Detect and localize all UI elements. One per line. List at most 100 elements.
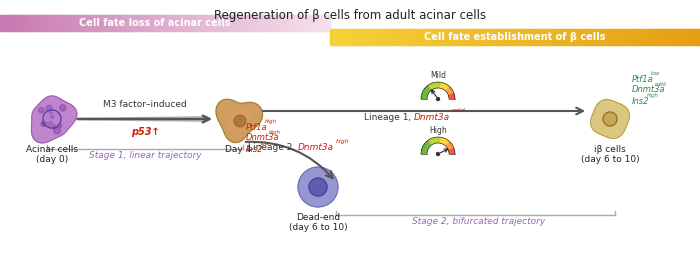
- Bar: [611, 29, 613, 45]
- Polygon shape: [421, 153, 427, 154]
- Bar: [287, 15, 289, 31]
- Polygon shape: [448, 92, 454, 95]
- Bar: [470, 29, 473, 45]
- Bar: [0, 15, 2, 31]
- Bar: [78, 15, 80, 31]
- Polygon shape: [424, 88, 430, 93]
- Text: Dnmt3a: Dnmt3a: [246, 134, 279, 143]
- Bar: [22, 15, 24, 31]
- Bar: [180, 15, 182, 31]
- Polygon shape: [449, 153, 455, 154]
- Text: Acinar cells
(day 0): Acinar cells (day 0): [26, 145, 78, 164]
- Bar: [467, 29, 469, 45]
- Bar: [32, 15, 34, 31]
- Bar: [691, 29, 693, 45]
- Bar: [234, 15, 237, 31]
- Text: Lineage 2,: Lineage 2,: [248, 143, 298, 152]
- Bar: [428, 29, 430, 45]
- Bar: [496, 29, 499, 45]
- Bar: [170, 15, 172, 31]
- Bar: [340, 29, 342, 45]
- Bar: [343, 29, 345, 45]
- Bar: [73, 15, 75, 31]
- Bar: [576, 29, 578, 45]
- Bar: [209, 15, 211, 31]
- Bar: [557, 29, 560, 45]
- Bar: [389, 29, 391, 45]
- Bar: [358, 29, 360, 45]
- Bar: [220, 15, 222, 31]
- Bar: [34, 15, 37, 31]
- Polygon shape: [447, 89, 452, 93]
- Bar: [251, 15, 253, 31]
- Polygon shape: [442, 83, 444, 89]
- Bar: [676, 29, 678, 45]
- Bar: [683, 29, 686, 45]
- Bar: [307, 15, 309, 31]
- Text: p53↑: p53↑: [131, 127, 160, 137]
- Bar: [165, 15, 167, 31]
- Bar: [211, 15, 214, 31]
- Polygon shape: [448, 147, 454, 150]
- Text: low: low: [651, 71, 660, 76]
- Bar: [332, 29, 334, 45]
- Polygon shape: [427, 140, 431, 146]
- Polygon shape: [437, 82, 438, 88]
- Bar: [489, 29, 491, 45]
- Circle shape: [54, 127, 60, 134]
- Bar: [27, 15, 29, 31]
- Polygon shape: [437, 137, 438, 143]
- Bar: [696, 29, 699, 45]
- Bar: [580, 29, 582, 45]
- Bar: [397, 29, 399, 45]
- Bar: [465, 29, 468, 45]
- Bar: [441, 29, 443, 45]
- Bar: [598, 29, 601, 45]
- Bar: [337, 29, 340, 45]
- Bar: [284, 15, 286, 31]
- Bar: [60, 15, 62, 31]
- Text: Lineage 1,: Lineage 1,: [364, 112, 414, 121]
- Bar: [279, 15, 281, 31]
- Bar: [356, 29, 358, 45]
- Polygon shape: [423, 146, 428, 150]
- Bar: [367, 29, 370, 45]
- Bar: [404, 29, 406, 45]
- Bar: [193, 15, 195, 31]
- Polygon shape: [442, 138, 445, 144]
- Bar: [80, 15, 83, 31]
- Bar: [430, 29, 433, 45]
- Bar: [622, 29, 624, 45]
- Bar: [432, 29, 434, 45]
- Bar: [40, 15, 42, 31]
- Bar: [191, 15, 193, 31]
- Bar: [573, 29, 575, 45]
- Bar: [281, 15, 283, 31]
- Bar: [223, 15, 225, 31]
- Bar: [38, 15, 40, 31]
- Bar: [444, 29, 447, 45]
- Bar: [508, 29, 510, 45]
- Bar: [513, 29, 515, 45]
- Polygon shape: [438, 137, 439, 143]
- Bar: [137, 15, 139, 31]
- Bar: [117, 15, 119, 31]
- Polygon shape: [440, 137, 442, 143]
- Polygon shape: [425, 143, 430, 147]
- Bar: [387, 29, 390, 45]
- Bar: [29, 15, 32, 31]
- Bar: [142, 15, 144, 31]
- Bar: [624, 29, 626, 45]
- Polygon shape: [430, 139, 433, 144]
- Bar: [609, 29, 612, 45]
- Bar: [478, 29, 480, 45]
- Bar: [277, 15, 279, 31]
- Bar: [692, 29, 695, 45]
- Polygon shape: [430, 84, 433, 89]
- Circle shape: [437, 97, 440, 100]
- Bar: [300, 15, 302, 31]
- Bar: [120, 15, 122, 31]
- Bar: [55, 15, 57, 31]
- Bar: [94, 15, 96, 31]
- Text: M3 factor–induced: M3 factor–induced: [103, 100, 187, 109]
